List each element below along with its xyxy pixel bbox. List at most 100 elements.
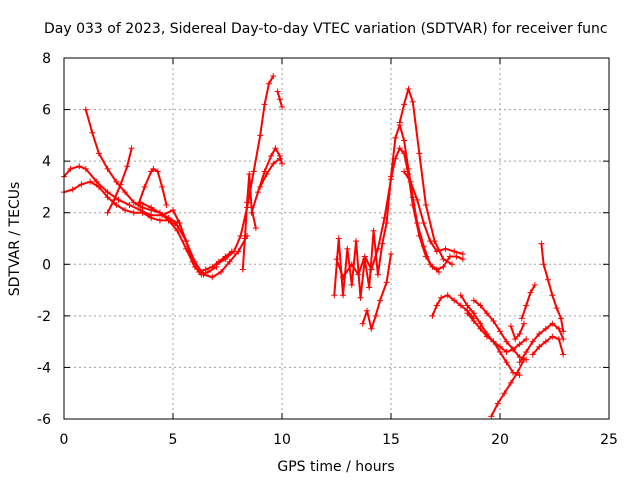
y-tick-label: -2	[37, 309, 51, 325]
data-point	[163, 201, 170, 208]
data-point	[237, 232, 244, 239]
data-point	[542, 338, 549, 345]
data-point	[117, 181, 124, 188]
data-point	[255, 189, 262, 196]
data-point	[494, 400, 501, 407]
data-point	[405, 85, 412, 92]
data-point	[392, 134, 399, 141]
series-track-10	[257, 155, 283, 190]
data-point	[268, 152, 275, 159]
data-point	[477, 325, 484, 332]
series-track-21	[488, 356, 527, 420]
data-point	[433, 248, 440, 255]
data-point	[451, 297, 458, 304]
data-point	[82, 165, 89, 172]
data-point	[183, 238, 190, 245]
series-track-11	[274, 88, 285, 110]
data-point	[279, 103, 285, 110]
x-tick-label: 15	[382, 432, 400, 448]
data-point	[440, 263, 447, 270]
data-point	[510, 346, 517, 353]
data-point	[113, 178, 120, 185]
data-point	[449, 261, 456, 268]
data-point	[433, 302, 440, 309]
data-point	[204, 269, 211, 276]
data-point	[148, 214, 155, 221]
data-point	[276, 155, 283, 162]
series-track-18	[457, 292, 523, 379]
data-point	[348, 261, 355, 268]
series-line	[431, 294, 475, 320]
series-line	[531, 335, 565, 356]
data-point	[113, 201, 120, 208]
data-point	[222, 256, 229, 263]
data-point	[520, 320, 527, 327]
data-point	[95, 183, 102, 190]
data-point	[488, 413, 495, 420]
x-tick-label: 0	[60, 432, 69, 448]
data-point	[446, 253, 453, 260]
data-point	[477, 302, 484, 309]
data-point	[383, 220, 390, 227]
data-point	[148, 204, 155, 211]
y-tick-label: 8	[42, 51, 51, 67]
data-point	[128, 145, 135, 152]
series-track-2	[61, 178, 251, 281]
data-point	[542, 325, 549, 332]
data-point	[374, 271, 381, 278]
data-point	[270, 160, 277, 167]
data-point	[503, 348, 510, 355]
data-point	[348, 281, 355, 288]
data-point	[527, 289, 534, 296]
series-track-5	[135, 165, 170, 208]
data-point	[401, 150, 408, 157]
series-line	[259, 157, 281, 188]
chart-title: Day 033 of 2023, Sidereal Day-to-day VTE…	[44, 21, 608, 37]
data-point	[333, 256, 340, 263]
data-point	[67, 165, 74, 172]
series-line	[106, 148, 133, 214]
data-point	[409, 98, 416, 105]
data-point	[331, 292, 338, 299]
data-point	[483, 310, 490, 317]
data-point	[174, 227, 181, 234]
data-point	[139, 209, 146, 216]
y-tick-label: 0	[42, 257, 51, 273]
data-point	[272, 145, 279, 152]
x-axis-label: GPS time / hours	[277, 459, 394, 475]
data-point	[392, 155, 399, 162]
data-point	[518, 315, 525, 322]
y-tick-label: -4	[37, 360, 51, 376]
data-point	[435, 269, 442, 276]
data-point	[93, 178, 100, 185]
data-point	[372, 312, 379, 319]
data-point	[270, 73, 277, 80]
data-point	[497, 343, 503, 350]
data-point	[364, 307, 371, 314]
data-point	[159, 183, 166, 190]
data-point	[183, 245, 190, 252]
data-point	[536, 330, 543, 337]
data-point	[507, 323, 514, 330]
data-point	[231, 248, 238, 255]
data-point	[560, 351, 567, 358]
data-point	[244, 199, 251, 206]
data-point	[122, 189, 129, 196]
data-point	[368, 266, 375, 273]
data-point	[555, 336, 562, 343]
data-point	[274, 88, 281, 95]
series-track-16	[401, 168, 466, 257]
series-line	[520, 284, 536, 319]
x-tick-label: 10	[273, 432, 291, 448]
data-point	[540, 261, 547, 268]
data-point	[529, 338, 536, 345]
data-point	[69, 186, 76, 193]
data-point	[401, 168, 408, 175]
data-point	[514, 369, 521, 376]
data-point	[366, 284, 373, 291]
data-point	[154, 168, 161, 175]
data-point	[150, 165, 157, 172]
data-point	[137, 199, 144, 206]
data-point	[549, 333, 556, 340]
series-line	[459, 294, 520, 377]
